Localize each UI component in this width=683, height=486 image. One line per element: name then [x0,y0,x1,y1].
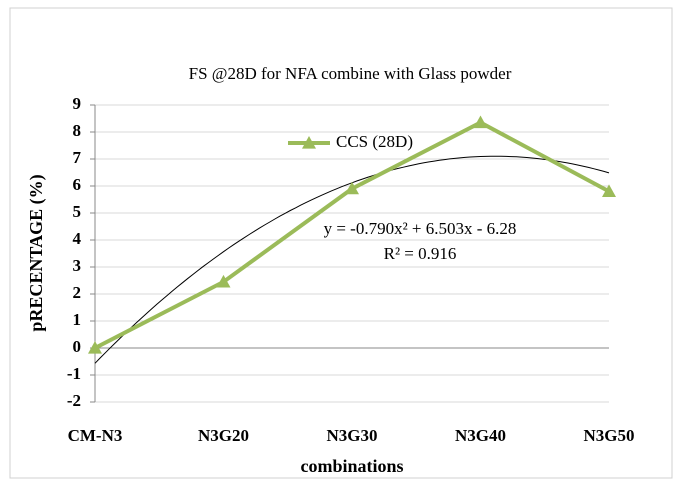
y-tick-label: 8 [73,121,82,140]
y-axis-label: pRECENTAGE (%) [26,174,47,331]
y-tick-label: -1 [67,364,81,383]
legend-label: CCS (28D) [336,132,413,151]
y-tick-label: 2 [73,283,82,302]
x-tick-label: N3G50 [584,426,635,445]
marker [345,181,359,195]
y-tick-label: 3 [73,256,82,275]
y-tick-label: 7 [73,148,82,167]
y-tick-label: 4 [73,229,82,248]
y-tick-label: 0 [73,337,82,356]
marker [216,274,231,288]
x-tick-label: N3G30 [327,426,378,445]
trendline-r2: R² = 0.916 [384,244,457,263]
x-tick-label: N3G20 [198,426,249,445]
marker [88,341,102,354]
y-tick-label: 9 [73,94,82,113]
trendline-equation: y = -0.790x² + 6.503x - 6.28 [324,219,517,238]
chart-border [9,7,673,479]
x-tick-label: CM-N3 [68,426,123,445]
y-tick-label: -2 [67,391,81,410]
grid [90,104,609,403]
y-tick-label: 1 [73,310,82,329]
legend-marker [302,136,316,149]
marker [602,184,616,197]
marker [473,115,488,129]
chart-title: FS @28D for NFA combine with Glass powde… [189,64,512,83]
y-tick-label: 5 [73,202,82,221]
x-tick-label: N3G40 [455,426,506,445]
plot: y = -0.790x² + 6.503x - 6.28 R² = 0.916 CC… [88,115,616,364]
x-axis-label: combinations [300,456,403,476]
y-tick-label: 6 [73,175,82,194]
